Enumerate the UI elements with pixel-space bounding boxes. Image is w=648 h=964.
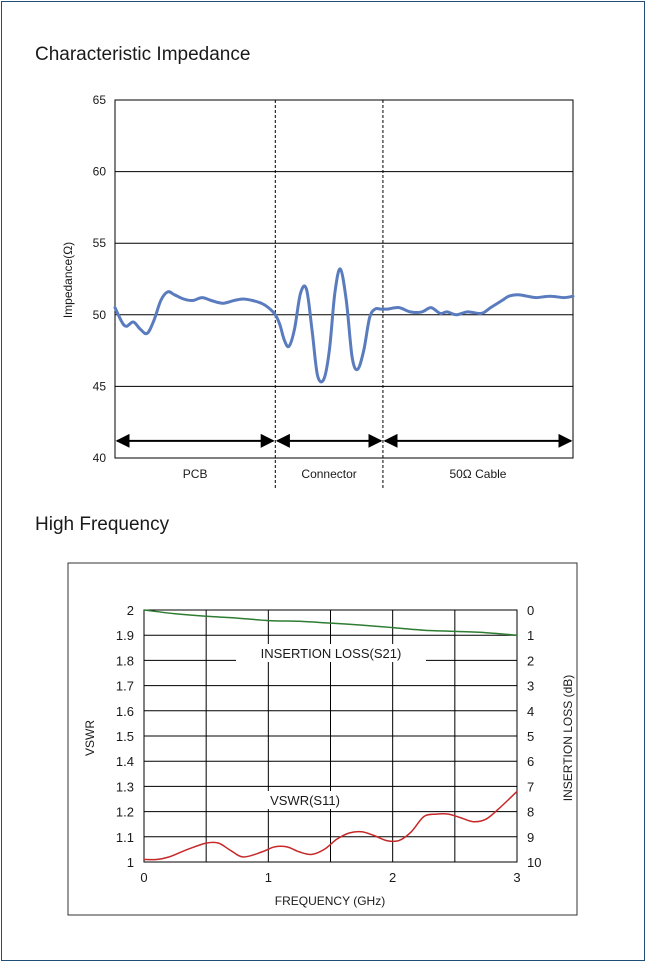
hf-y-tick-label: 1.3 bbox=[116, 779, 134, 794]
hf-y-tick-label: 1.2 bbox=[116, 805, 134, 820]
hf-y2-tick-label: 9 bbox=[527, 830, 534, 845]
hf-x-axis-label: FREQUENCY (GHz) bbox=[275, 894, 385, 908]
segment-label: 50Ω Cable bbox=[449, 467, 506, 481]
hf-y-tick-label: 1.5 bbox=[116, 729, 134, 744]
hf-y2-tick-label: 4 bbox=[527, 704, 534, 719]
hf-y2-tick-label: 8 bbox=[527, 805, 534, 820]
impedance-y-tick-label: 50 bbox=[93, 308, 107, 322]
hf-y-tick-label: 1.1 bbox=[116, 830, 134, 845]
hf-series-line bbox=[143, 790, 518, 861]
hf-y2-tick-label: 0 bbox=[527, 603, 534, 618]
impedance-series-line bbox=[113, 267, 575, 384]
hf-y2-tick-label: 10 bbox=[527, 855, 541, 870]
hf-y2-tick-label: 2 bbox=[527, 653, 534, 668]
impedance-y-tick-label: 40 bbox=[93, 451, 107, 465]
impedance-y-axis-label: Impedance(Ω) bbox=[61, 242, 75, 318]
hf-x-tick-label: 1 bbox=[265, 870, 272, 885]
hf-annotation-bg bbox=[251, 791, 359, 809]
hf-x-tick-label: 3 bbox=[513, 870, 520, 885]
impedance-section-title: Characteristic Impedance bbox=[35, 44, 251, 65]
hf-y2-tick-label: 5 bbox=[527, 729, 534, 744]
hf-y2-tick-label: 3 bbox=[527, 679, 534, 694]
impedance-y-tick-label: 55 bbox=[93, 236, 107, 250]
high-frequency-chart: INSERTION LOSS(S21) VSWR(S11) 1 1.1 1.2 1.3 1… bbox=[67, 562, 578, 916]
hf-y2-tick-label: 7 bbox=[527, 779, 534, 794]
hf-outer-frame bbox=[67, 562, 578, 916]
hf-y-axis-label: VSWR bbox=[83, 720, 97, 756]
impedance-chart: 40 45 50 55 60 65 Impedance(Ω) PCB Connector 50… bbox=[61, 93, 575, 488]
hf-y-tick-label: 1.4 bbox=[116, 754, 134, 769]
hf-y2-axis-label: INSERTION LOSS (dB) bbox=[561, 675, 575, 801]
hf-y-tick-label: 1 bbox=[127, 855, 134, 870]
hf-y-tick-label: 1.6 bbox=[116, 704, 134, 719]
impedance-y-tick-label: 45 bbox=[93, 379, 107, 393]
hf-y-tick-label: 2 bbox=[127, 603, 134, 618]
hf-annotation-label: VSWR(S11) bbox=[270, 793, 340, 808]
hf-y-tick-label: 1.8 bbox=[116, 653, 134, 668]
high-frequency-section-title: High Frequency bbox=[35, 514, 170, 535]
hf-series-line bbox=[143, 609, 518, 636]
segment-label: Connector bbox=[301, 467, 356, 481]
impedance-y-tick-label: 65 bbox=[93, 93, 107, 107]
impedance-plot-border bbox=[114, 99, 574, 459]
hf-x-tick-label: 0 bbox=[140, 870, 147, 885]
impedance-y-tick-label: 60 bbox=[93, 165, 107, 179]
segment-label: PCB bbox=[183, 467, 208, 481]
hf-y2-tick-label: 6 bbox=[527, 754, 534, 769]
hf-annotation-bg bbox=[236, 644, 426, 662]
hf-y-tick-label: 1.7 bbox=[116, 679, 134, 694]
hf-annotation-label: INSERTION LOSS(S21) bbox=[261, 646, 402, 661]
hf-y-tick-label: 1.9 bbox=[116, 628, 134, 643]
hf-x-tick-label: 2 bbox=[389, 870, 396, 885]
hf-y2-tick-label: 1 bbox=[527, 628, 534, 643]
